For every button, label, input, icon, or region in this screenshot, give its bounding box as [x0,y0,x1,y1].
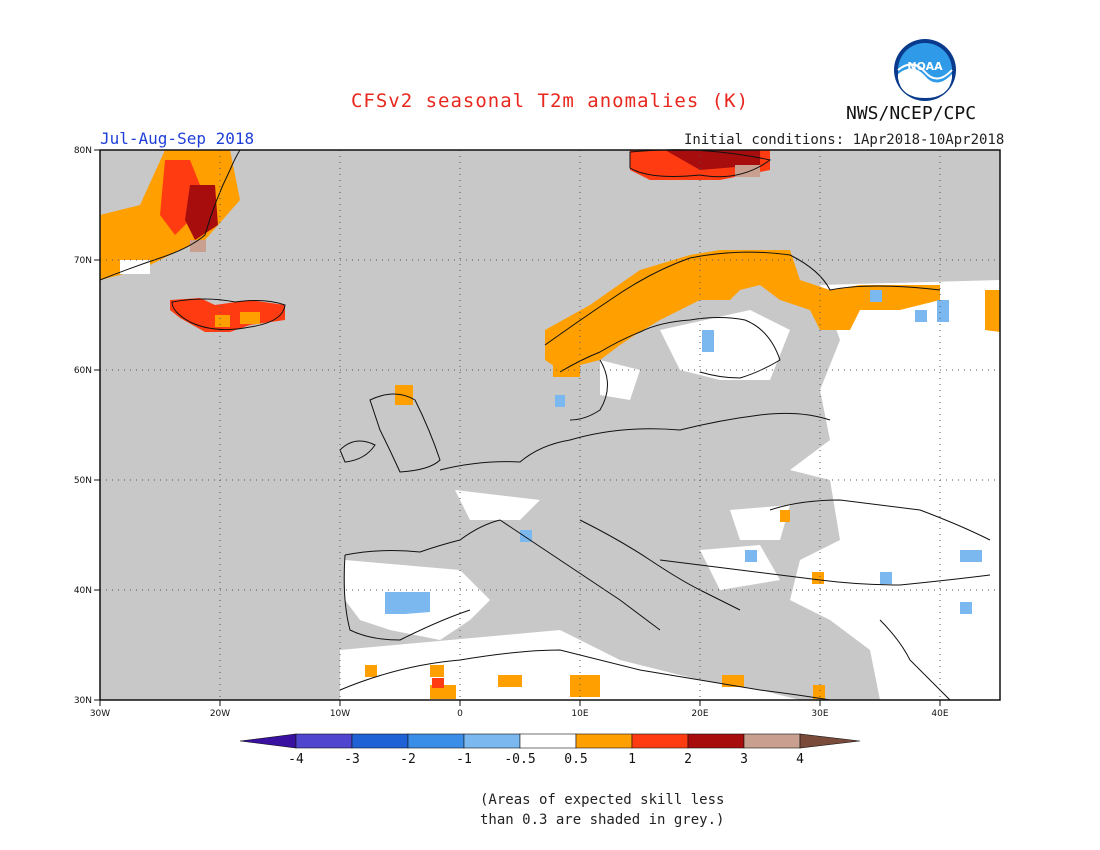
lon-label-30w: 30W [90,709,110,719]
chart-title: CFSv2 seasonal T2m anomalies (K) [350,90,750,112]
colorbar-segment [351,733,409,749]
colorbar-label: 2 [684,752,692,767]
colorbar-segment [687,733,745,749]
lon-label-0: 0 [457,709,463,719]
colorbar-label: -4 [288,752,304,767]
colorbar-low-arrow [239,733,297,749]
greenland-anomaly [100,150,240,280]
footnote-line-2: than 0.3 are shaded in grey.) [480,812,725,828]
lon-label-20w: 20W [210,709,230,719]
latitude-axis: 80N 70N 60N 50N 40N 30N [74,146,100,706]
colorbar-label: -1 [456,752,472,767]
colorbar-label: 1 [628,752,636,767]
lat-label-30n: 30N [74,696,92,706]
colorbar-high-arrow [799,733,861,749]
longitude-axis: 30W 20W 10W 0 10E 20E 30E 40E [90,700,949,719]
forecast-period: Jul-Aug-Sep 2018 [100,129,255,148]
scandinavia-anomaly [395,250,1000,405]
colorbar-label: 4 [796,752,804,767]
colorbar: -4 -3 -2 -1 -0.5 0.5 1 2 3 4 [239,733,861,767]
iceland-anomaly [170,298,285,332]
colorbar-segment [407,733,465,749]
lon-label-40e: 40E [931,709,948,719]
map-frame [99,149,1001,701]
colorbar-label: 3 [740,752,748,767]
lat-label-70n: 70N [74,256,92,266]
colorbar-label: -2 [400,752,416,767]
near-normal-areas [340,280,1000,700]
colorbar-segment [519,733,577,749]
noaa-logo: NOAA [894,39,956,101]
lat-label-60n: 60N [74,366,92,376]
lat-label-50n: 50N [74,476,92,486]
lon-label-10e: 10E [571,709,588,719]
coastlines [99,149,991,701]
colorbar-segment [631,733,689,749]
cool-anomaly-patches [385,290,982,614]
lon-label-20e: 20E [691,709,708,719]
lat-label-40n: 40N [74,586,92,596]
svalbard-anomaly [630,150,770,180]
noaa-logo-text: NOAA [907,60,943,73]
graticule [100,150,1000,700]
lon-label-30e: 30E [811,709,828,719]
colorbar-label: -3 [344,752,360,767]
colorbar-segment [743,733,801,749]
lat-label-80n: 80N [74,146,92,156]
lon-label-10w: 10W [330,709,350,719]
initial-conditions: Initial conditions: 1Apr2018-10Apr2018 [684,132,1005,148]
colorbar-segment [463,733,521,749]
colorbar-segment [575,733,633,749]
map-border [99,149,1001,701]
colorbar-label: -0.5 [504,752,535,767]
colorbar-label: 0.5 [564,752,587,767]
colorbar-segment [295,733,353,749]
warm-anomaly-spots [365,510,825,699]
footnote-line-1: (Areas of expected skill less [480,792,725,808]
agency-label: NWS/NCEP/CPC [846,103,977,124]
